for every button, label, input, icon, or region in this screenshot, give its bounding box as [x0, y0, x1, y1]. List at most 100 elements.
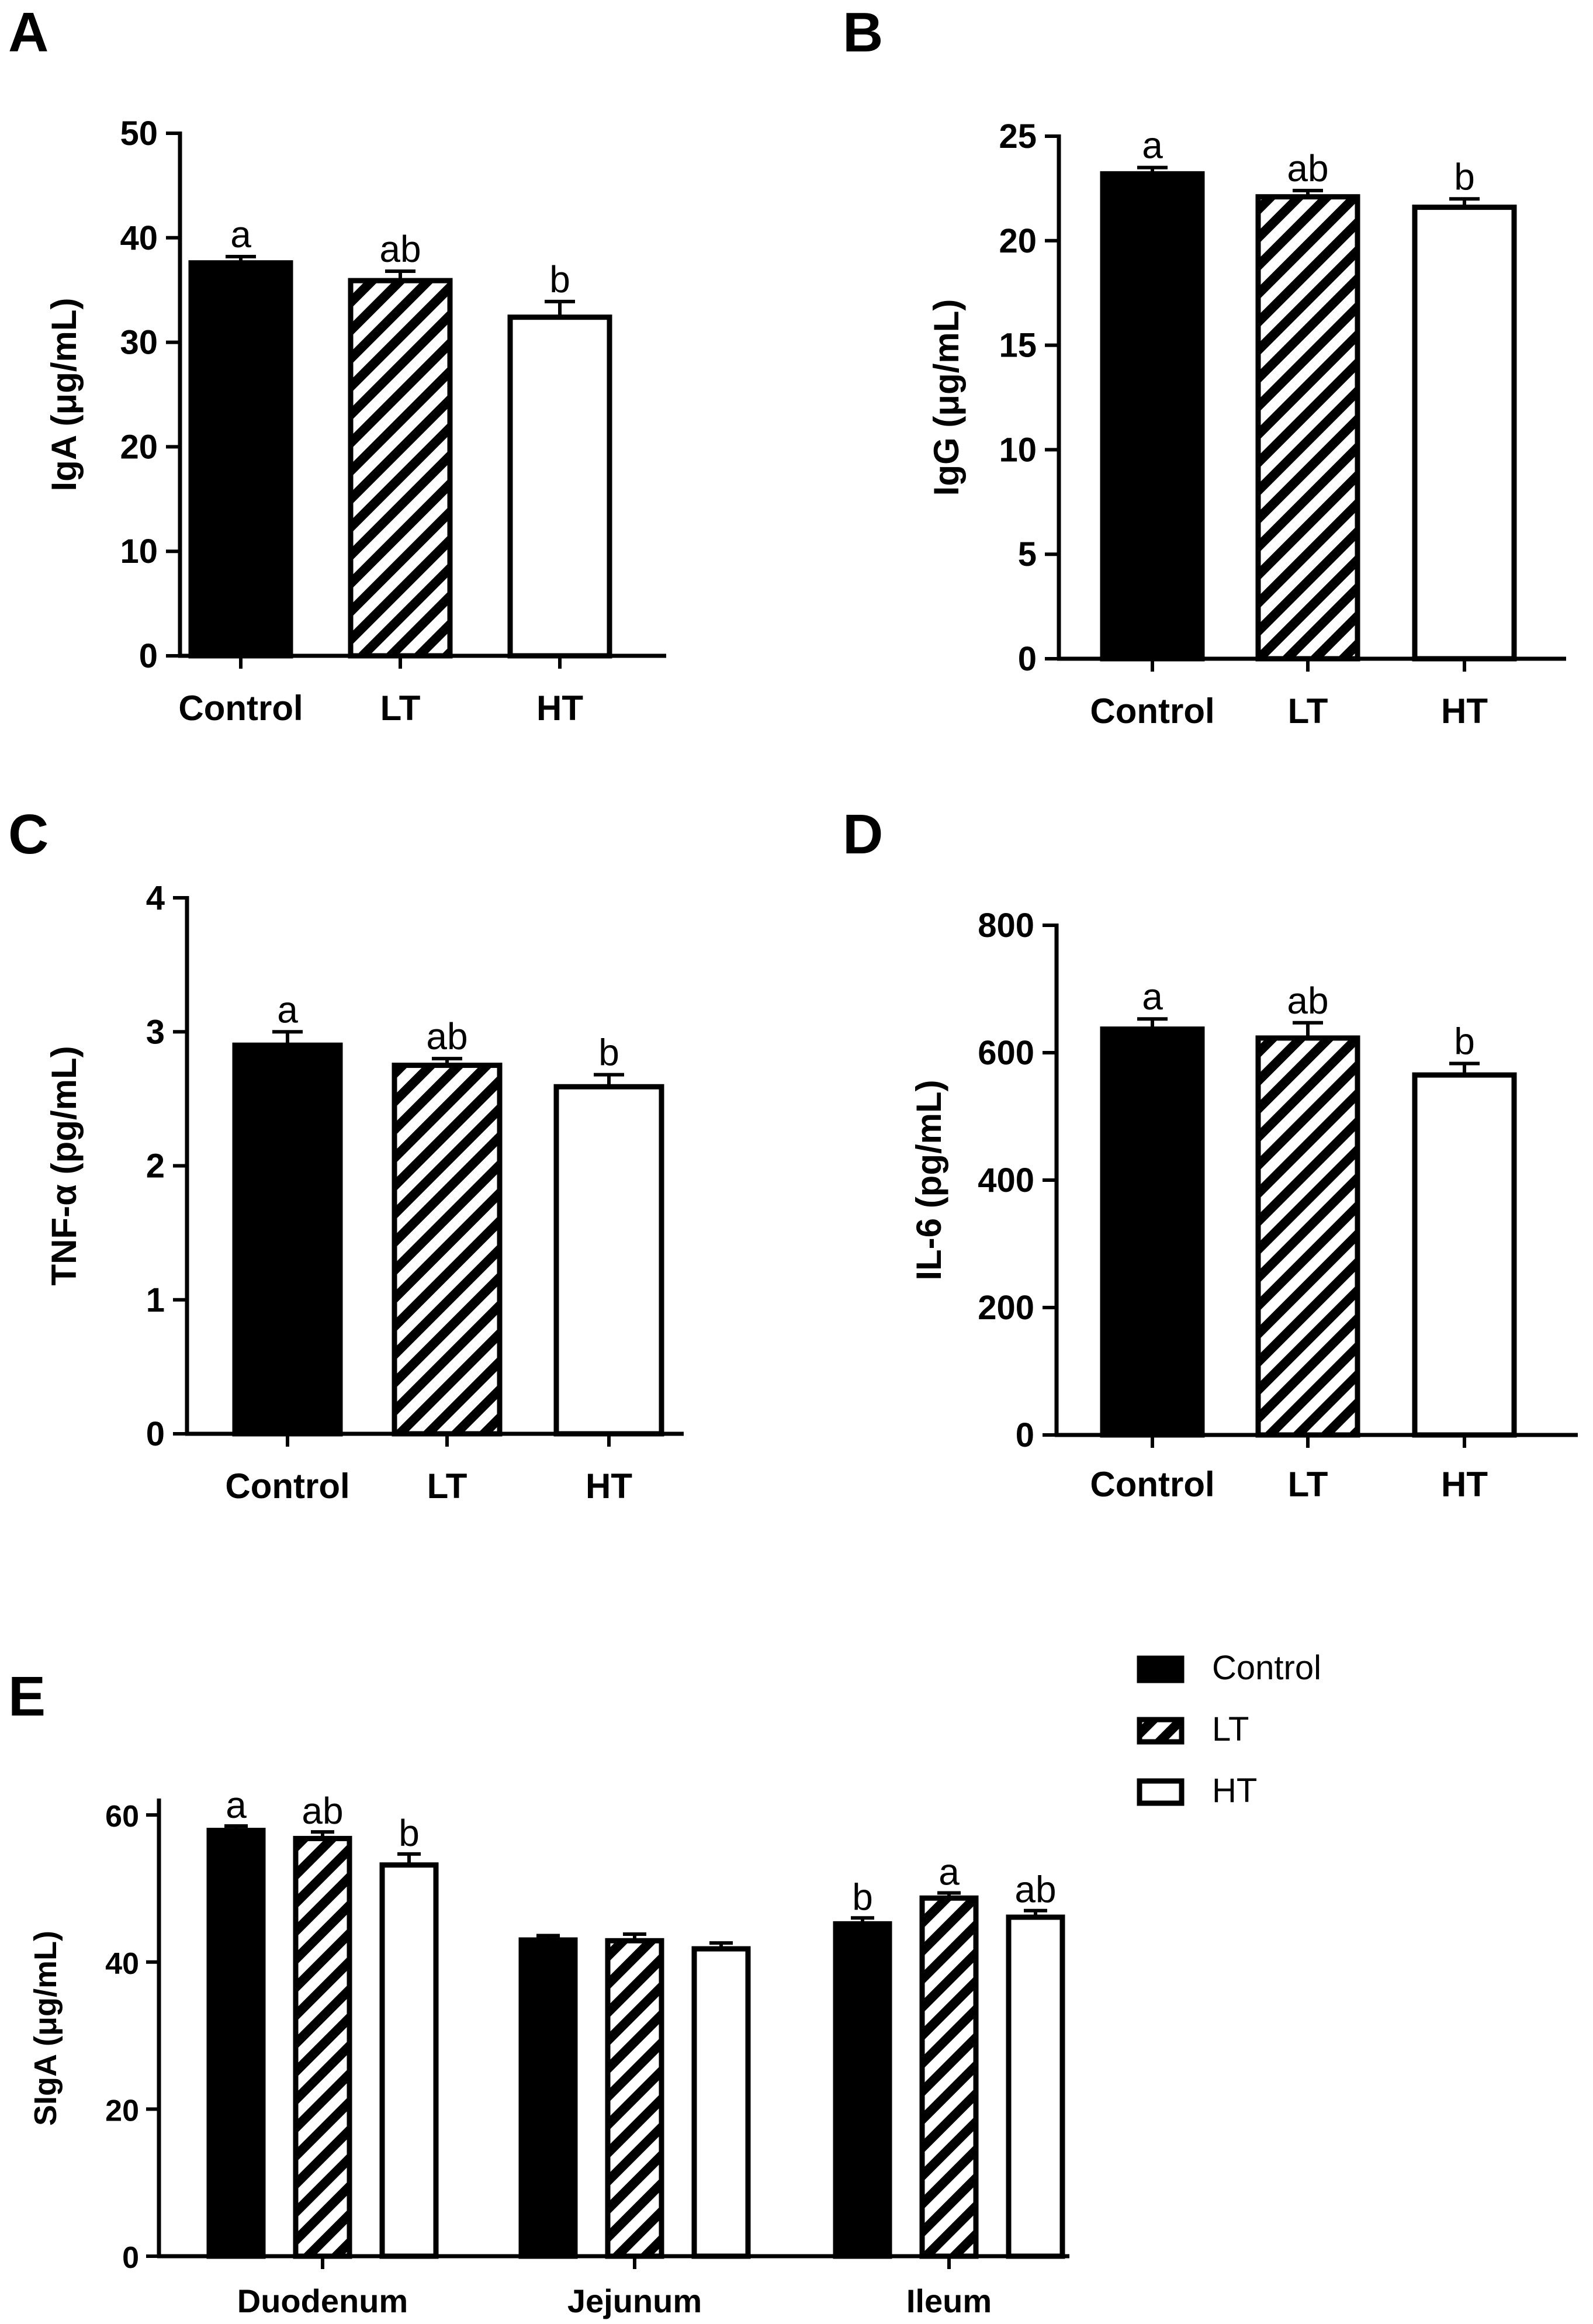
x-tick-label: HT — [1441, 691, 1488, 731]
bar-ht — [553, 1084, 664, 1437]
bar-control-jejunum — [518, 1937, 578, 2259]
panel-c: Ca Control ab LT b HT 0 1 2 3 4 TNF-α (pg/mL) — [8, 803, 684, 1506]
bar-control — [232, 1042, 343, 1437]
y-tick-label: 5 — [1018, 535, 1037, 573]
significance-label: a — [230, 213, 251, 255]
bar-lt-ileum — [919, 1895, 979, 2259]
y-tick-label: 20 — [105, 2094, 139, 2128]
significance-label: b — [1454, 1021, 1475, 1063]
y-axis-label: IgA (μg/mL) — [44, 298, 84, 491]
panel-d: Da Control ab LT b HT 0 200 400 600 800 IL-6 (pg/mL… — [843, 803, 1578, 1504]
x-tick-label: LT — [380, 689, 421, 728]
x-tick-label: Control — [1090, 691, 1214, 731]
legend-swatch-lt — [1137, 1717, 1185, 1745]
bar-lt — [1255, 194, 1360, 662]
y-tick-label: 600 — [978, 1034, 1034, 1072]
y-tick-label: 20 — [120, 428, 158, 466]
panel-b: Ba Control ab LT b HT 0 5 10 15 20 25 IgG (μg/mL) — [843, 1, 1566, 731]
bar-ht — [1412, 1072, 1517, 1438]
x-tick-label: Control — [225, 1467, 349, 1506]
significance-label: b — [399, 1812, 420, 1854]
x-tick-label: Duodenum — [237, 2282, 408, 2319]
y-tick-label: 20 — [999, 222, 1037, 260]
significance-label: a — [1142, 124, 1163, 167]
x-tick-label: Control — [178, 689, 303, 728]
significance-label: a — [226, 1784, 247, 1826]
panel-letter: B — [843, 1, 883, 64]
y-tick-label: 3 — [146, 1013, 165, 1051]
y-tick-label: 400 — [978, 1161, 1034, 1199]
y-tick-label: 0 — [139, 637, 158, 675]
significance-label: ab — [1014, 1869, 1056, 1911]
legend-label: LT — [1212, 1710, 1249, 1748]
significance-label: ab — [302, 1790, 343, 1832]
y-tick-label: 0 — [1016, 1416, 1034, 1454]
legend-swatch-control — [1137, 1655, 1185, 1683]
bar-lt-duodenum — [293, 1835, 352, 2259]
x-tick-label: LT — [1288, 691, 1328, 731]
y-tick-label: 0 — [1018, 640, 1037, 678]
y-tick-label: 10 — [999, 431, 1037, 469]
legend-label: HT — [1212, 1772, 1257, 1810]
y-tick-label: 40 — [120, 219, 158, 257]
panel-a: Aa Control ab LT b HT 0 10 20 30 40 50 IgA (μg/mL) — [8, 1, 666, 728]
legend: Control LT HT — [1137, 1649, 1321, 1810]
significance-label: a — [277, 988, 298, 1030]
y-axis-label: SIgA (μg/mL) — [28, 1931, 63, 2126]
panel-letter: D — [843, 803, 883, 866]
significance-label: a — [939, 1851, 960, 1893]
panel-letter: C — [8, 803, 49, 866]
y-tick-label: 10 — [120, 532, 158, 570]
significance-label: b — [598, 1032, 619, 1074]
y-tick-label: 50 — [120, 115, 158, 153]
bar-lt — [392, 1063, 503, 1437]
bar-control — [1100, 1026, 1205, 1438]
y-tick-label: 30 — [120, 324, 158, 362]
y-tick-label: 200 — [978, 1289, 1034, 1327]
bar-control — [1100, 171, 1205, 662]
x-tick-label: Control — [1090, 1465, 1214, 1504]
y-tick-label: 4 — [146, 879, 165, 917]
y-tick-label: 0 — [146, 1415, 165, 1453]
bar-lt-jejunum — [605, 1938, 664, 2259]
significance-label: ab — [1287, 980, 1328, 1022]
x-tick-label: LT — [427, 1467, 467, 1506]
x-tick-label: Jejunum — [567, 2282, 702, 2319]
bar-control-duodenum — [206, 1828, 266, 2259]
x-tick-label: HT — [536, 689, 583, 728]
x-tick-label: LT — [1288, 1465, 1328, 1504]
y-tick-label: 2 — [146, 1147, 165, 1185]
y-axis-label: IgG (μg/mL) — [927, 299, 966, 496]
y-tick-label: 60 — [105, 1800, 139, 1834]
legend-label: Control — [1212, 1649, 1321, 1687]
bar-control — [188, 260, 293, 659]
significance-label: a — [1142, 976, 1163, 1018]
significance-label: b — [1454, 155, 1475, 198]
bar-ht — [507, 314, 612, 659]
bar-control-ileum — [833, 1921, 892, 2259]
panel-letter: A — [8, 1, 49, 64]
significance-label: b — [549, 258, 570, 300]
significance-label: ab — [426, 1015, 467, 1057]
y-tick-label: 1 — [146, 1281, 165, 1319]
bar-ht-jejunum — [691, 1946, 751, 2259]
y-axis-label: IL-6 (pg/mL) — [909, 1080, 948, 1280]
bar-ht-duodenum — [379, 1862, 439, 2259]
y-axis-label: TNF-α (pg/mL) — [44, 1046, 84, 1285]
y-tick-label: 25 — [999, 117, 1037, 155]
bar-lt — [348, 278, 453, 659]
y-tick-label: 15 — [999, 327, 1037, 365]
y-tick-label: 800 — [978, 907, 1034, 945]
y-tick-label: 40 — [105, 1947, 139, 1981]
x-tick-label: HT — [586, 1467, 632, 1506]
significance-label: b — [852, 1876, 873, 1918]
y-tick-label: 0 — [122, 2241, 139, 2275]
bar-ht — [1412, 205, 1517, 662]
x-tick-label: Ileum — [906, 2282, 992, 2319]
bar-ht-ileum — [1006, 1914, 1065, 2259]
legend-swatch-ht — [1137, 1778, 1185, 1806]
significance-label: ab — [1287, 147, 1328, 189]
x-tick-label: HT — [1441, 1465, 1488, 1504]
